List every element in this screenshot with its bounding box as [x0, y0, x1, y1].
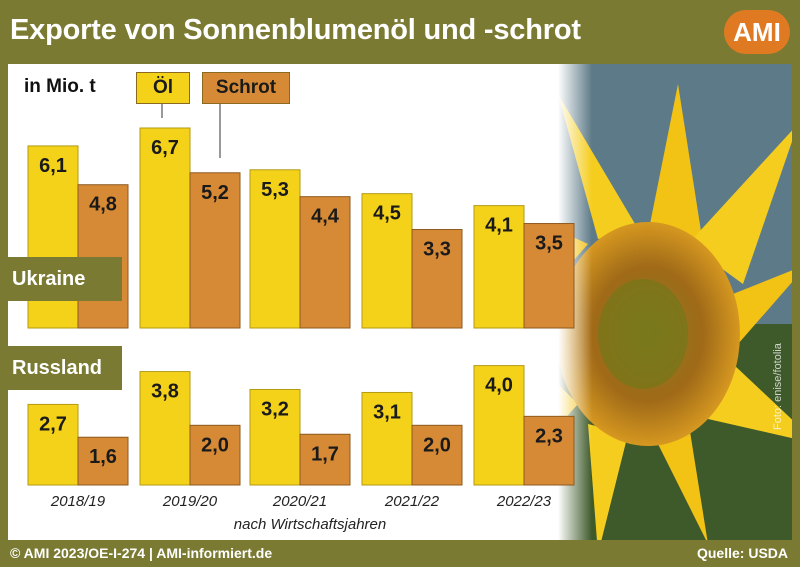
value-label-russland-meal-0: 1,6: [89, 446, 117, 468]
value-label-ukraine-oil-4: 4,1: [485, 215, 513, 237]
bar-russland-oil-0: [27, 403, 79, 486]
source-text: Quelle: USDA: [696, 545, 788, 561]
value-label-ukraine-oil-3: 4,5: [373, 203, 401, 225]
unit-label: in Mio. t: [24, 76, 96, 97]
value-label-russland-meal-4: 2,3: [535, 425, 563, 447]
chart-title: Exporte von Sonnenblumenöl und -schrot: [10, 14, 581, 46]
photo-credit: Foto: enise/fotolia: [772, 343, 784, 430]
bar-ukraine-oil-4: [473, 205, 525, 329]
category-label-0: 2018/19: [50, 493, 106, 510]
bar-ukraine-meal-2: [299, 196, 351, 329]
bar-russland-meal-3: [411, 424, 463, 486]
region-label-russia: Russland: [0, 346, 122, 390]
bar-russland-oil-3: [361, 391, 413, 486]
bar-ukraine-oil-1: [139, 127, 191, 329]
value-label-russland-meal-1: 2,0: [201, 434, 229, 456]
x-axis-title: nach Wirtschaftsjahren: [233, 516, 387, 533]
header-bar: Exporte von Sonnenblumenöl und -schrot A…: [0, 0, 800, 64]
value-label-ukraine-meal-0: 4,8: [89, 194, 117, 216]
value-label-russland-meal-2: 1,7: [311, 443, 339, 465]
bar-ukraine-meal-4: [523, 223, 575, 329]
bar-russland-meal-4: [523, 415, 575, 486]
value-label-ukraine-meal-2: 4,4: [311, 206, 340, 228]
bar-ukraine-meal-1: [189, 172, 241, 329]
category-label-1: 2019/20: [162, 493, 218, 510]
ami-logo: AMI: [724, 10, 790, 54]
bar-russland-oil-1: [139, 371, 191, 486]
copyright-text: © AMI 2023/OE-I-274 | AMI-informiert.de: [10, 545, 273, 561]
category-label-2: 2020/21: [272, 493, 327, 510]
footer-bar: © AMI 2023/OE-I-274 | AMI-informiert.de …: [0, 540, 800, 567]
bar-russland-meal-1: [189, 424, 241, 486]
value-label-ukraine-meal-1: 5,2: [201, 182, 229, 204]
value-label-russland-meal-3: 2,0: [423, 434, 451, 456]
value-label-russland-oil-2: 3,2: [261, 398, 289, 420]
value-label-ukraine-oil-0: 6,1: [39, 155, 67, 177]
value-label-russland-oil-1: 3,8: [151, 381, 179, 403]
category-label-4: 2022/23: [496, 493, 552, 510]
bar-ukraine-meal-0: [77, 184, 129, 329]
value-label-russland-oil-4: 4,0: [485, 375, 513, 397]
bar-russland-oil-4: [473, 365, 525, 486]
bar-russland-oil-2: [249, 388, 301, 486]
value-label-ukraine-oil-2: 5,3: [261, 179, 289, 201]
value-label-russland-oil-0: 2,7: [39, 413, 67, 435]
value-label-russland-oil-3: 3,1: [373, 401, 401, 423]
category-label-3: 2021/22: [384, 493, 440, 510]
value-label-ukraine-meal-3: 3,3: [423, 238, 451, 260]
value-label-ukraine-meal-4: 3,5: [535, 233, 563, 255]
legend-meal: Schrot: [202, 72, 290, 104]
bar-ukraine-meal-3: [411, 228, 463, 329]
value-label-ukraine-oil-1: 6,7: [151, 137, 179, 159]
bar-russland-meal-2: [299, 433, 351, 486]
legend-oil: Öl: [136, 72, 190, 104]
bar-ukraine-oil-2: [249, 169, 301, 329]
bar-russland-meal-0: [77, 436, 129, 486]
region-label-ukraine: Ukraine: [0, 257, 122, 301]
